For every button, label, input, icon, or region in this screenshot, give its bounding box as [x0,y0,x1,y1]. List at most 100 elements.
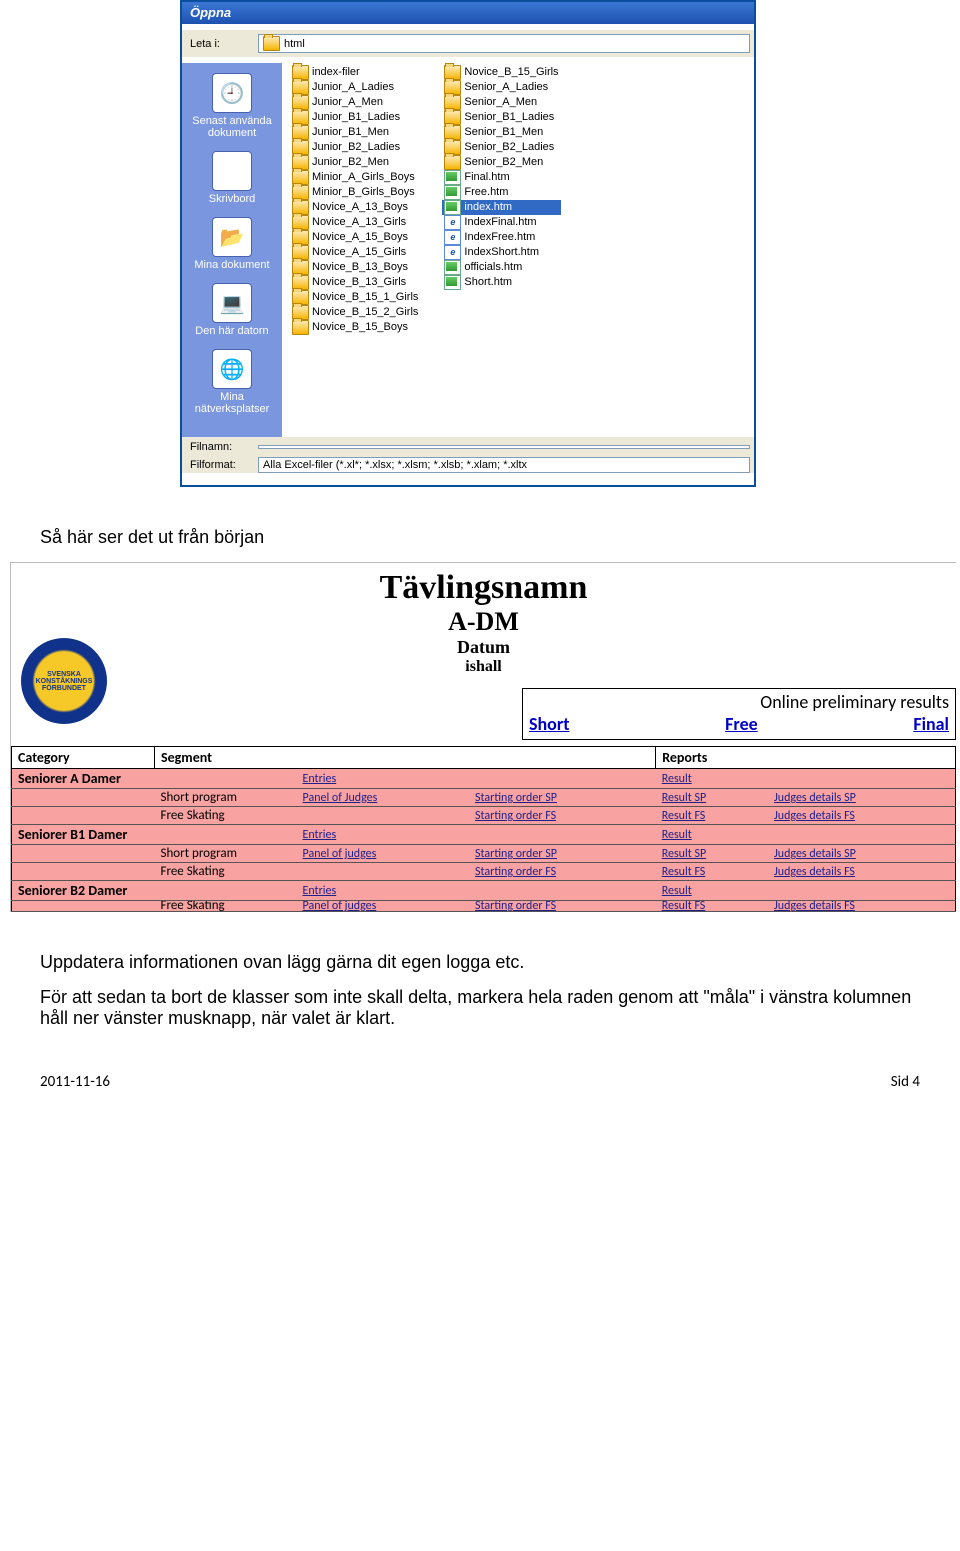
file-item[interactable]: Novice_B_15_1_Girls [290,290,420,305]
table-link[interactable]: Judges details FS [774,865,855,879]
footer-page: Sid 4 [891,1073,920,1091]
table-link[interactable]: Result [662,884,692,898]
table-link[interactable]: Judges details SP [774,791,856,805]
file-item[interactable]: IndexShort.htm [442,245,560,260]
file-item[interactable]: Junior_B2_Men [290,155,420,170]
file-item[interactable]: Senior_A_Men [442,95,560,110]
table-link[interactable]: Result [662,772,692,786]
file-item[interactable]: Novice_B_15_2_Girls [290,305,420,320]
cell-details: Judges details FS [768,863,956,881]
places-item[interactable]: Mina dokument [182,217,282,271]
file-item[interactable]: index.htm [442,200,560,215]
table-link[interactable]: Starting order FS [475,901,556,912]
filename-input[interactable] [258,445,750,449]
table-link[interactable]: Judges details FS [774,901,855,912]
file-item[interactable]: Final.htm [442,170,560,185]
file-item[interactable]: Free.htm [442,185,560,200]
file-item[interactable]: Novice_B_15_Boys [290,320,420,335]
file-item[interactable]: Novice_A_15_Girls [290,245,420,260]
table-link[interactable]: Result [662,828,692,842]
file-item[interactable]: Minior_A_Girls_Boys [290,170,420,185]
results-table: Category Segment Reports Seniorer A Dame… [11,746,956,912]
comp-title: Tävlingsnamn [11,569,956,607]
table-link[interactable]: Entries [303,884,337,898]
file-item[interactable]: Junior_A_Ladies [290,80,420,95]
cell-segment [155,769,297,789]
file-item[interactable]: Novice_A_13_Boys [290,200,420,215]
file-item[interactable]: Senior_B1_Men [442,125,560,140]
link-short[interactable]: Short [529,713,569,735]
file-name: Novice_B_13_Boys [312,260,408,275]
table-link[interactable]: Result FS [662,901,706,912]
file-list[interactable]: index-filerJunior_A_LadiesJunior_A_MenJu… [290,63,750,335]
comp-sub3: ishall [11,658,956,676]
table-link[interactable]: Starting order FS [475,809,556,823]
file-item[interactable]: IndexFree.htm [442,230,560,245]
fileformat-combo[interactable]: Alla Excel-filer (*.xl*; *.xlsx; *.xlsm;… [258,457,750,473]
table-link[interactable]: Result FS [662,809,706,823]
table-link[interactable]: Starting order SP [475,791,557,805]
cell-b [469,769,656,789]
file-item[interactable]: Novice_A_13_Girls [290,215,420,230]
lookin-value: html [284,38,305,50]
file-name: Junior_B2_Men [312,155,389,170]
table-link[interactable]: Panel of Judges [303,791,378,805]
file-item[interactable]: Novice_B_13_Boys [290,260,420,275]
places-icon [212,349,252,389]
file-item[interactable]: officials.htm [442,260,560,275]
file-name: Junior_A_Ladies [312,80,394,95]
file-item[interactable]: Junior_B1_Ladies [290,110,420,125]
cell-b [469,825,656,845]
file-item[interactable]: Junior_B1_Men [290,125,420,140]
table-link[interactable]: Panel of judges [303,901,377,912]
places-item[interactable]: Den här datorn [182,283,282,337]
table-link[interactable]: Entries [303,772,337,786]
file-name: IndexFinal.htm [464,215,536,230]
file-item[interactable]: Senior_B1_Ladies [442,110,560,125]
table-row: Seniorer A DamerEntriesResult [12,769,956,789]
file-item[interactable]: Novice_B_15_Girls [442,65,560,80]
htm-file-icon [444,200,461,215]
table-link[interactable]: Result SP [662,847,706,861]
file-item[interactable]: Minior_B_Girls_Boys [290,185,420,200]
file-name: Short.htm [464,275,512,290]
link-free[interactable]: Free [725,713,758,735]
places-item[interactable]: Mina nätverksplatser [182,349,282,415]
file-item[interactable]: Short.htm [442,275,560,290]
file-item[interactable]: Junior_B2_Ladies [290,140,420,155]
cell-segment: Free Skating [155,863,297,881]
table-link[interactable]: Judges details FS [774,809,855,823]
competition-panel: Tävlingsnamn A-DM Datum ishall SVENSKAKO… [10,562,956,912]
file-item[interactable]: index-filer [290,65,420,80]
places-label: Skrivbord [182,193,282,205]
file-item[interactable]: Novice_A_15_Boys [290,230,420,245]
table-link[interactable]: Judges details SP [774,847,856,861]
file-name: Senior_B1_Men [464,125,543,140]
folder-icon [292,320,309,335]
cell-b: Starting order SP [469,789,656,807]
file-item[interactable]: Senior_B2_Men [442,155,560,170]
dialog-title: Öppna [182,2,754,24]
file-item[interactable]: Senior_B2_Ladies [442,140,560,155]
link-final[interactable]: Final [913,713,949,735]
places-item[interactable]: Senast använda dokument [182,73,282,139]
file-name: Novice_B_15_Girls [464,65,558,80]
lookin-combo[interactable]: html [258,34,750,53]
cell-result: Result [656,881,768,901]
cell-a: Panel of judges [297,845,470,863]
table-link[interactable]: Result FS [662,865,706,879]
table-link[interactable]: Starting order SP [475,847,557,861]
file-name: Final.htm [464,170,509,185]
table-link[interactable]: Result SP [662,791,706,805]
file-item[interactable]: Senior_A_Ladies [442,80,560,95]
cell-a [297,807,470,825]
cell-segment: Short program [155,845,297,863]
table-link[interactable]: Starting order FS [475,865,556,879]
table-link[interactable]: Panel of judges [303,847,377,861]
file-item[interactable]: Junior_A_Men [290,95,420,110]
places-item[interactable]: Skrivbord [182,151,282,205]
file-item[interactable]: Novice_B_13_Girls [290,275,420,290]
htm-file-icon [444,185,461,200]
file-item[interactable]: IndexFinal.htm [442,215,560,230]
table-link[interactable]: Entries [303,828,337,842]
